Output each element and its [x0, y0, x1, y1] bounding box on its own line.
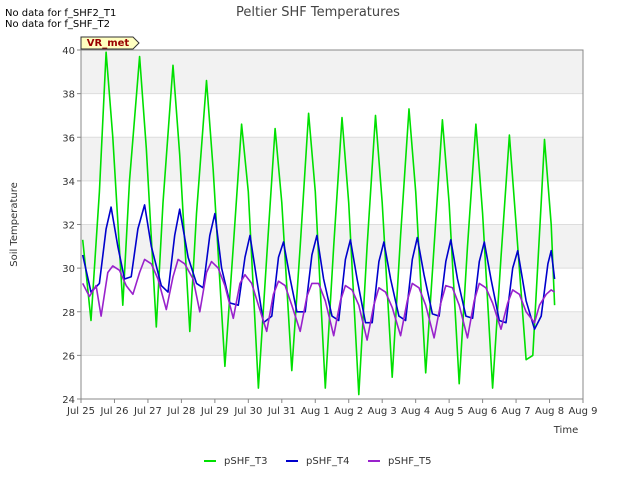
- y-tick-label: 30: [62, 264, 75, 275]
- x-tick-label: Jul 30: [233, 406, 262, 417]
- plot-frame: [80, 49, 584, 400]
- x-tick-label: Aug 3: [368, 406, 397, 417]
- y-tick-label: 28: [62, 308, 75, 319]
- series-line-pSHF_T5: [81, 258, 556, 341]
- y-tick-label: 32: [62, 221, 75, 232]
- series-line-pSHF_T4: [81, 204, 556, 331]
- y-tick-label: 40: [62, 46, 75, 57]
- plot-band: [81, 224, 583, 269]
- plot-band: [81, 355, 583, 399]
- x-tick-label: Aug 4: [401, 406, 430, 417]
- x-tick-label: Jul 26: [99, 406, 128, 417]
- x-tick-label: Aug 5: [435, 406, 464, 417]
- x-tick-label: Aug 7: [502, 406, 531, 417]
- x-tick-label: Jul 31: [267, 406, 296, 417]
- series-lines: [81, 51, 556, 396]
- x-tick-label: Aug 1: [301, 406, 330, 417]
- y-axis-label: Soil Temperature: [9, 182, 20, 267]
- x-tick-label: Jul 27: [133, 406, 162, 417]
- x-tick-label: Aug 2: [334, 406, 363, 417]
- x-tick-label: Aug 6: [468, 406, 497, 417]
- badge-shape: [80, 36, 140, 50]
- y-axis-ticks: 24 26 28 30 32 34 36 38 40: [62, 46, 81, 406]
- series-line-pSHF_T3: [81, 51, 556, 396]
- x-tick-label: Jul 29: [200, 406, 229, 417]
- legend-label-pSHF_T3: pSHF_T3: [224, 456, 267, 467]
- legend: pSHF_T3 pSHF_T4 pSHF_T5: [204, 456, 431, 467]
- y-tick-label: 38: [62, 90, 75, 101]
- badge-label: VR_met: [87, 38, 130, 49]
- y-tick-label: 34: [62, 177, 75, 188]
- plot-band: [81, 93, 583, 138]
- y-tick-label: 36: [62, 133, 75, 144]
- x-tick-label: Aug 9: [568, 406, 597, 417]
- x-tick-label: Jul 28: [166, 406, 195, 417]
- x-axis-ticks: Jul 25 Jul 26 Jul 27 Jul 28 Jul 29 Jul 30 Jul …: [66, 399, 598, 417]
- chart-title: Peltier SHF Temperatures: [236, 5, 400, 20]
- no-data-note-2: No data for f_SHF_T2: [5, 19, 111, 30]
- x-tick-label: Aug 8: [535, 406, 564, 417]
- legend-label-pSHF_T5: pSHF_T5: [388, 456, 431, 467]
- plot-background: [81, 50, 583, 399]
- plot-band: [81, 180, 583, 225]
- no-data-note-1: No data for f_SHF2_T1: [5, 8, 117, 19]
- vr-met-badge: VR_met: [80, 36, 140, 50]
- x-tick-label: Jul 25: [66, 406, 95, 417]
- x-axis-label: Time: [553, 425, 578, 436]
- y-tick-label: 26: [62, 351, 75, 362]
- plot-band: [81, 50, 583, 94]
- y-tick-label: 24: [62, 395, 75, 406]
- legend-label-pSHF_T4: pSHF_T4: [306, 456, 349, 467]
